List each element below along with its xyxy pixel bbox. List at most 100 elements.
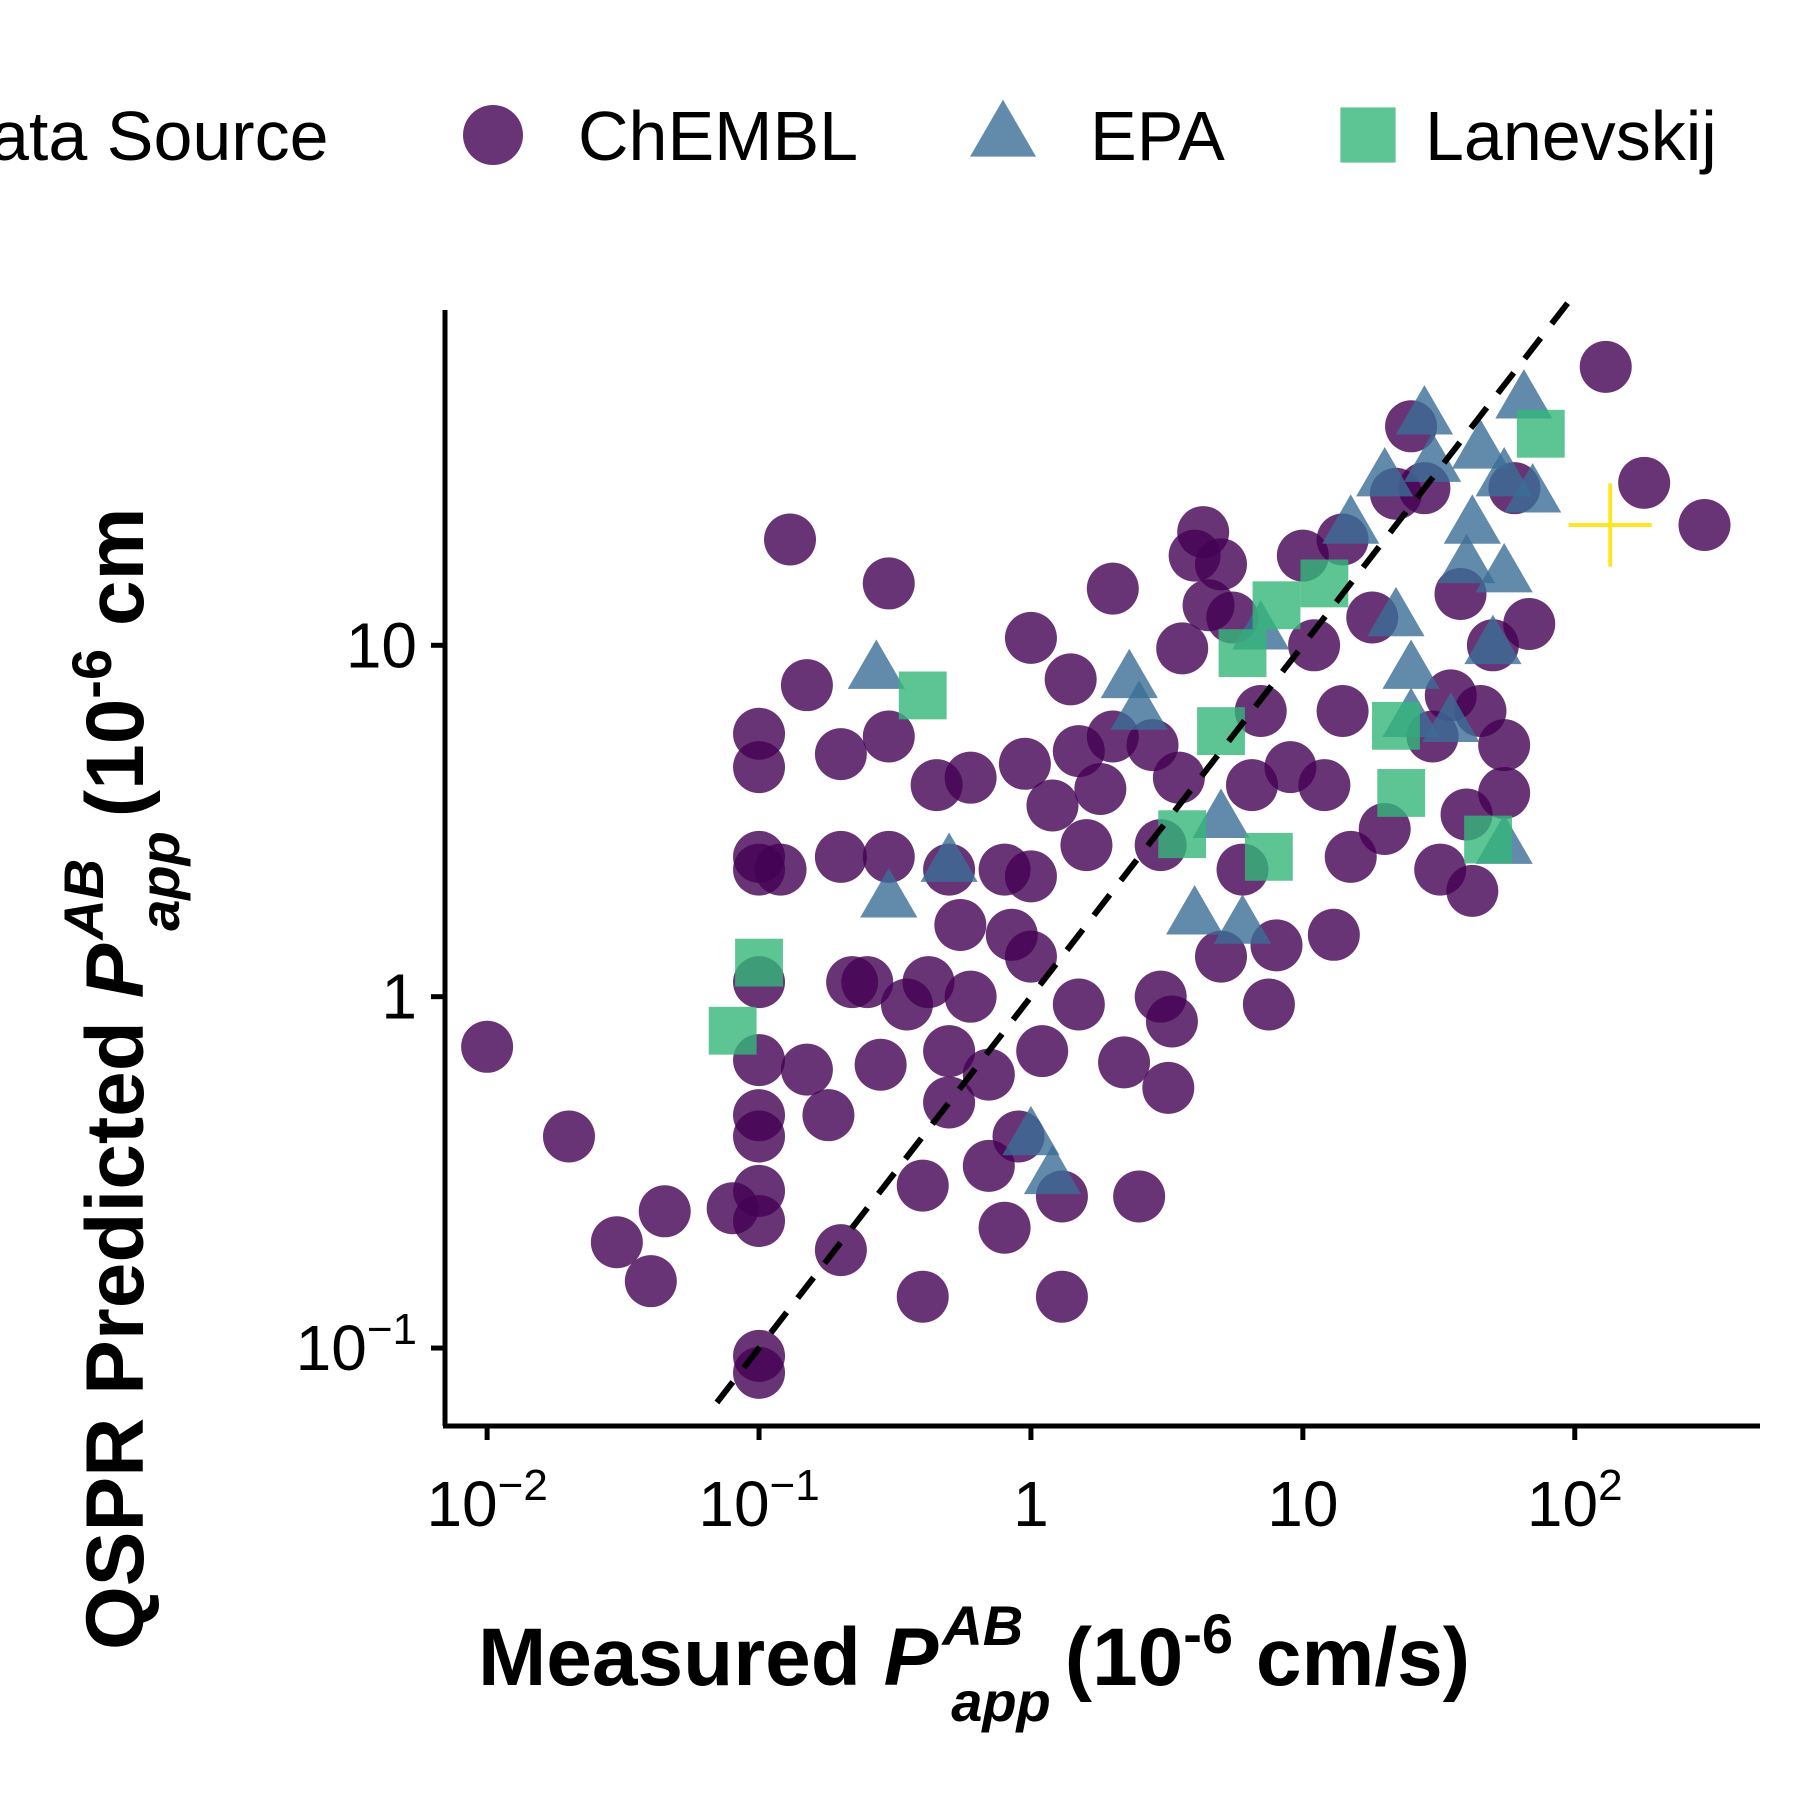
series-unnamed <box>1568 483 1652 567</box>
data-point <box>802 1089 855 1142</box>
data-point <box>638 1185 691 1238</box>
data-point <box>1495 369 1553 419</box>
data-point <box>898 671 947 720</box>
data-point <box>590 1216 643 1269</box>
data-point <box>1035 1270 1088 1323</box>
data-point <box>624 1255 677 1308</box>
data-point <box>1044 653 1097 706</box>
legend-key-epa <box>970 99 1036 157</box>
x-tick-label: 102 <box>1527 1461 1623 1540</box>
data-point <box>1568 483 1652 567</box>
data-point <box>1234 685 1287 738</box>
legend-key-lanevskij <box>1340 107 1396 163</box>
data-point <box>1443 494 1501 544</box>
data-point <box>1052 978 1105 1031</box>
y-tick-label: 10 <box>346 609 417 681</box>
data-point <box>1288 619 1341 672</box>
data-point <box>780 659 833 712</box>
legend-label-lanevskij: Lanevskij <box>1425 97 1717 175</box>
data-point <box>1145 995 1198 1048</box>
data-point <box>1098 1036 1151 1089</box>
data-point <box>735 938 783 987</box>
data-point <box>896 1270 949 1323</box>
data-point <box>1372 701 1420 750</box>
x-axis-title: Measured PAB app (10-6 cm/s) <box>478 1594 1470 1733</box>
data-point <box>920 832 978 882</box>
data-point <box>1464 614 1522 665</box>
data-point <box>860 868 918 918</box>
x-tick-label: 1 <box>1013 1468 1049 1540</box>
data-point <box>1244 832 1293 881</box>
data-point <box>1422 692 1480 743</box>
data-point <box>1060 819 1113 872</box>
data-point <box>1218 629 1267 678</box>
data-point <box>1503 597 1556 650</box>
legend-label-epa: EPA <box>1090 97 1225 175</box>
data-point <box>733 1089 786 1142</box>
series-epa <box>847 369 1562 1195</box>
data-point <box>1516 409 1565 458</box>
data-point <box>1382 639 1440 689</box>
data-point <box>1194 538 1247 591</box>
data-point <box>1316 685 1369 738</box>
data-point <box>1023 1144 1082 1195</box>
data-point <box>1475 542 1533 593</box>
data-point <box>780 1043 833 1096</box>
reference-line-group <box>714 292 1578 1405</box>
data-point <box>1475 447 1533 497</box>
data-point <box>1504 463 1562 513</box>
identity-line <box>714 292 1578 1405</box>
data-point <box>1403 432 1462 482</box>
data-point <box>733 1164 786 1217</box>
data-point <box>1074 762 1127 815</box>
data-point <box>934 898 987 951</box>
data-point <box>1002 1105 1060 1156</box>
data-point <box>1298 759 1351 812</box>
data-point <box>461 1020 514 1073</box>
data-point <box>1307 908 1360 961</box>
data-point <box>1252 581 1301 630</box>
data-point <box>1356 447 1414 497</box>
data-point <box>1377 769 1426 817</box>
legend-title: ata Source <box>0 97 329 175</box>
data-point <box>814 728 867 781</box>
data-point <box>847 639 905 689</box>
data-point <box>1213 894 1272 944</box>
data-point <box>944 751 997 804</box>
data-point <box>1478 766 1531 819</box>
data-point <box>923 1025 976 1078</box>
data-point <box>1579 340 1632 393</box>
data-point <box>944 970 997 1023</box>
data-point <box>1166 885 1224 935</box>
data-point <box>1026 779 1079 832</box>
x-tick-label: 10−2 <box>426 1461 547 1540</box>
data-point <box>902 956 955 1009</box>
x-tick-label: 10−1 <box>698 1461 819 1540</box>
data-point <box>733 1346 786 1399</box>
data-point <box>1152 751 1205 804</box>
data-point <box>754 843 807 896</box>
data-point <box>1016 1025 1069 1078</box>
legend-key-chembl <box>463 105 523 165</box>
data-point <box>1322 494 1380 544</box>
data-point <box>1437 533 1496 584</box>
legend: ata Source ChEMBL EPA Lanevskij <box>0 97 1717 175</box>
legend-label-chembl: ChEMBL <box>578 97 858 175</box>
data-point <box>1395 385 1454 435</box>
series-lanevskij <box>708 409 1565 1055</box>
data-point <box>1100 648 1158 699</box>
data-point <box>1192 788 1250 838</box>
data-point <box>862 830 915 883</box>
data-point <box>1478 719 1531 772</box>
data-point <box>998 737 1051 790</box>
data-point <box>1004 611 1057 664</box>
data-point <box>854 1038 907 1091</box>
data-point <box>1110 680 1168 730</box>
data-point <box>841 956 894 1009</box>
data-point <box>1142 1061 1195 1114</box>
data-point <box>1451 419 1510 469</box>
data-point <box>978 1201 1031 1254</box>
data-point <box>1618 456 1671 509</box>
